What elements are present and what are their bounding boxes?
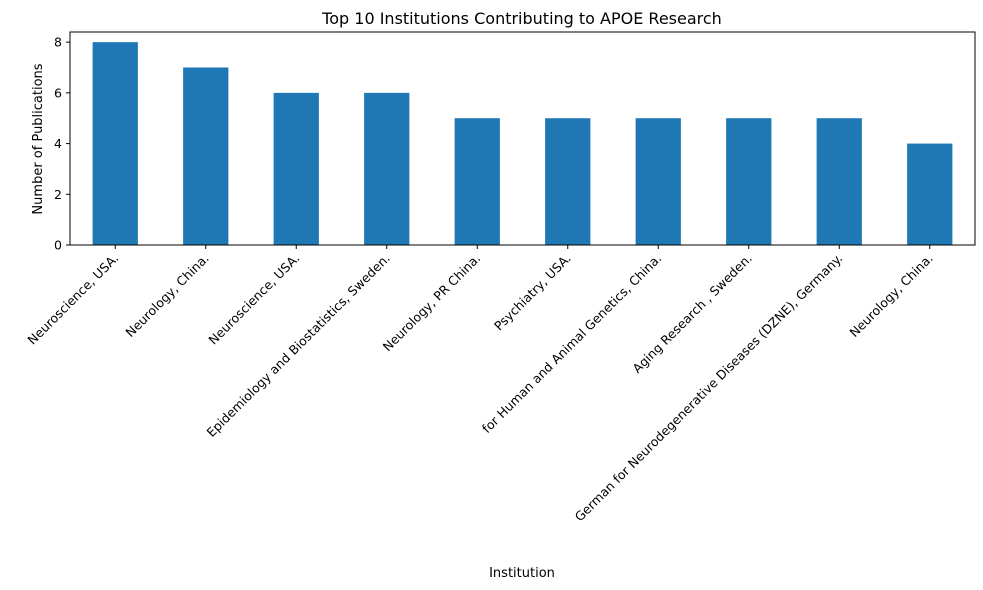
x-tick-label: for Human and Animal Genetics, China.	[479, 251, 664, 436]
chart-title: Top 10 Institutions Contributing to APOE…	[321, 9, 722, 28]
bar	[92, 42, 138, 246]
plot-frame	[69, 31, 976, 246]
x-tick-label: Neuroscience, USA.	[205, 251, 302, 348]
x-axis-ticks: Neuroscience, USA. Neurology, China.Neuro…	[24, 245, 936, 524]
bars-group	[92, 42, 953, 246]
bar	[816, 118, 862, 245]
bar	[545, 118, 591, 245]
x-tick-label: Epidemiology and Biostatistics, Sweden.	[203, 251, 392, 440]
x-axis-label: Institution	[489, 566, 555, 581]
bar	[273, 92, 319, 245]
x-tick-label: Neurology, PR China.	[380, 251, 484, 355]
y-tick-label: 0	[54, 238, 62, 253]
y-tick-label: 6	[54, 85, 62, 100]
x-tick-label: Psychiatry, USA.	[491, 251, 574, 334]
y-axis-label: Number of Publications	[31, 63, 46, 214]
x-tick-label: Neurology, China.	[846, 251, 935, 340]
x-tick-label: Neuroscience, USA.	[24, 251, 121, 348]
x-tick-label: Neurology, China.	[122, 251, 211, 340]
bar	[635, 118, 681, 245]
bar	[907, 143, 953, 245]
bar	[454, 118, 500, 245]
y-tick-label: 4	[54, 136, 62, 151]
bar	[364, 92, 410, 245]
y-axis-ticks: 0 2 4 6 8	[54, 35, 70, 253]
bar	[726, 118, 772, 245]
y-tick-label: 2	[54, 187, 62, 202]
bar	[183, 67, 229, 245]
y-tick-label: 8	[54, 35, 62, 50]
